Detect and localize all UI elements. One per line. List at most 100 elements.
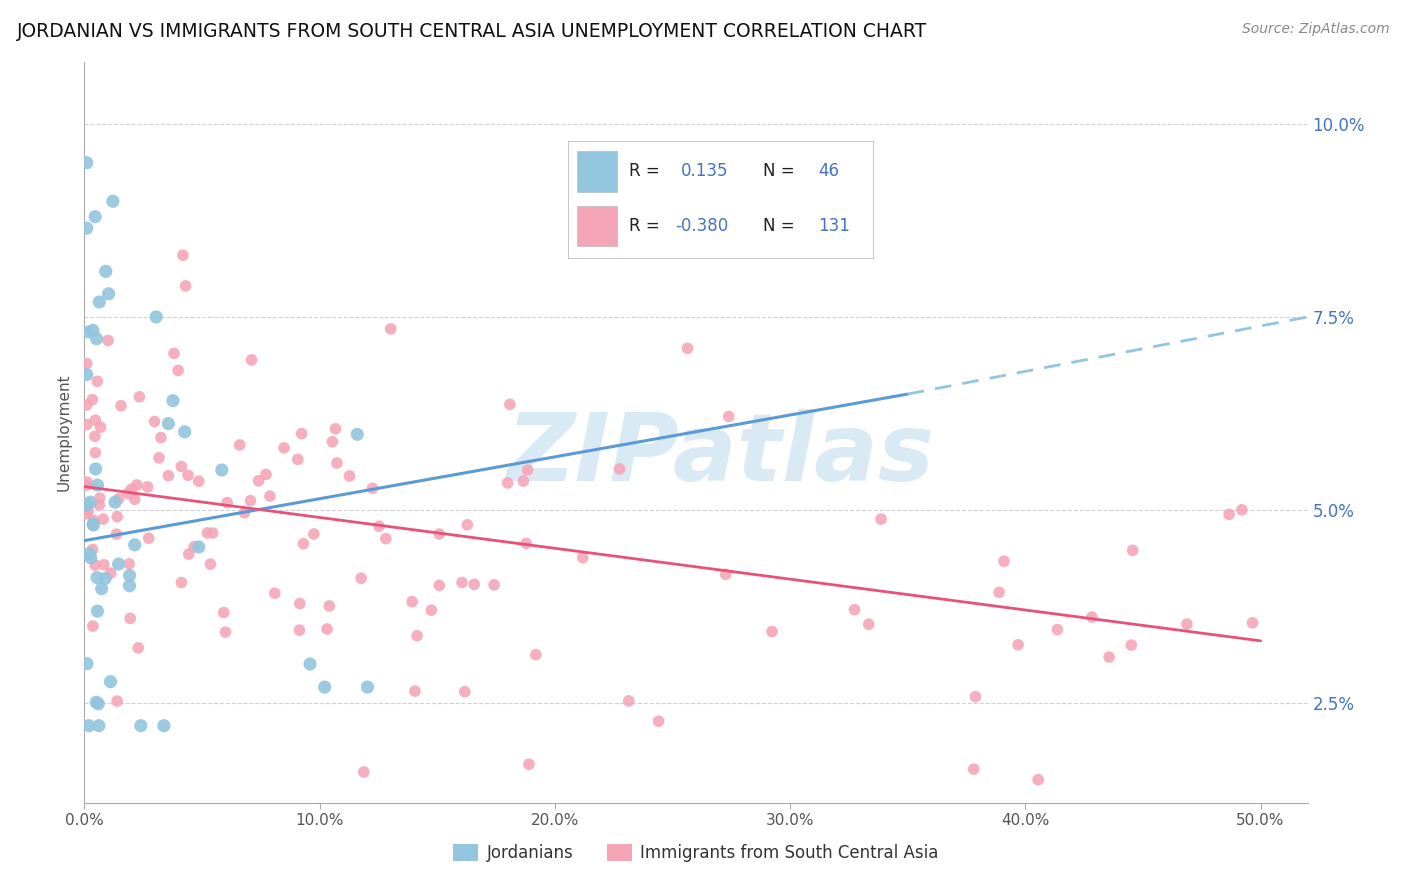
Point	[380, 322, 402, 336]
Point	[157, 417, 180, 431]
Point	[1121, 638, 1143, 652]
Point	[124, 538, 146, 552]
Point	[212, 606, 235, 620]
Point	[118, 579, 141, 593]
Text: 46: 46	[818, 162, 839, 180]
Point	[292, 537, 315, 551]
Point	[1241, 615, 1264, 630]
Point	[87, 719, 110, 733]
Point	[77, 325, 100, 339]
Point	[172, 248, 194, 262]
Point	[162, 393, 184, 408]
Point	[356, 680, 378, 694]
Point	[84, 462, 107, 476]
Point	[170, 459, 193, 474]
Point	[120, 483, 142, 497]
Point	[84, 446, 107, 460]
Point	[86, 604, 108, 618]
Point	[148, 450, 170, 465]
Point	[717, 409, 740, 424]
Point	[427, 527, 450, 541]
Point	[105, 527, 128, 541]
Point	[86, 332, 108, 346]
Point	[404, 684, 426, 698]
Point	[117, 486, 139, 500]
Point	[288, 597, 311, 611]
Point	[463, 577, 485, 591]
Point	[965, 690, 987, 704]
Point	[94, 264, 117, 278]
Point	[1098, 650, 1121, 665]
Point	[572, 550, 595, 565]
Point	[287, 452, 309, 467]
Point	[353, 764, 375, 779]
Point	[89, 498, 111, 512]
Point	[515, 536, 537, 550]
Point	[761, 624, 783, 639]
Point	[318, 599, 340, 613]
Point	[609, 462, 631, 476]
Point	[374, 532, 396, 546]
Text: R =: R =	[628, 162, 659, 180]
Point	[174, 279, 197, 293]
Point	[110, 399, 132, 413]
Point	[211, 463, 233, 477]
Point	[82, 542, 104, 557]
Point	[239, 493, 262, 508]
Point	[350, 571, 373, 585]
Point	[136, 480, 159, 494]
Legend: Jordanians, Immigrants from South Central Asia: Jordanians, Immigrants from South Centra…	[447, 837, 945, 869]
Point	[406, 629, 429, 643]
Point	[76, 657, 98, 671]
Point	[84, 413, 107, 427]
Point	[97, 286, 120, 301]
Point	[401, 595, 423, 609]
Point	[167, 363, 190, 377]
Point	[1175, 617, 1198, 632]
Point	[125, 478, 148, 492]
Point	[143, 415, 166, 429]
Point	[76, 498, 98, 512]
Text: ZIPatlas: ZIPatlas	[506, 409, 935, 500]
Point	[93, 558, 115, 572]
Point	[153, 719, 176, 733]
Point	[163, 346, 186, 360]
Point	[647, 714, 669, 729]
Point	[1081, 610, 1104, 624]
Point	[84, 558, 107, 573]
Point	[107, 557, 129, 571]
Point	[91, 512, 114, 526]
Point	[170, 575, 193, 590]
Text: R =: R =	[628, 217, 659, 235]
Point	[89, 491, 111, 505]
Text: N =: N =	[763, 217, 794, 235]
Point	[76, 155, 98, 169]
Point	[124, 492, 146, 507]
Point	[76, 478, 98, 492]
Point	[90, 582, 112, 596]
Point	[149, 431, 172, 445]
Point	[82, 323, 104, 337]
Point	[321, 434, 343, 449]
Point	[451, 575, 474, 590]
Point	[177, 547, 200, 561]
Point	[76, 475, 98, 489]
Point	[325, 422, 347, 436]
Point	[1230, 503, 1253, 517]
Point	[361, 481, 384, 495]
Point	[79, 547, 101, 561]
Text: Source: ZipAtlas.com: Source: ZipAtlas.com	[1241, 22, 1389, 37]
Point	[76, 507, 98, 521]
Point	[107, 491, 129, 506]
Point	[76, 398, 98, 412]
Point	[120, 611, 142, 625]
Point	[90, 420, 112, 434]
Point	[94, 572, 117, 586]
Point	[326, 456, 349, 470]
Point	[499, 397, 522, 411]
Point	[82, 392, 104, 407]
Point	[100, 674, 122, 689]
Text: 131: 131	[818, 217, 851, 235]
Point	[76, 221, 98, 235]
Point	[420, 603, 443, 617]
